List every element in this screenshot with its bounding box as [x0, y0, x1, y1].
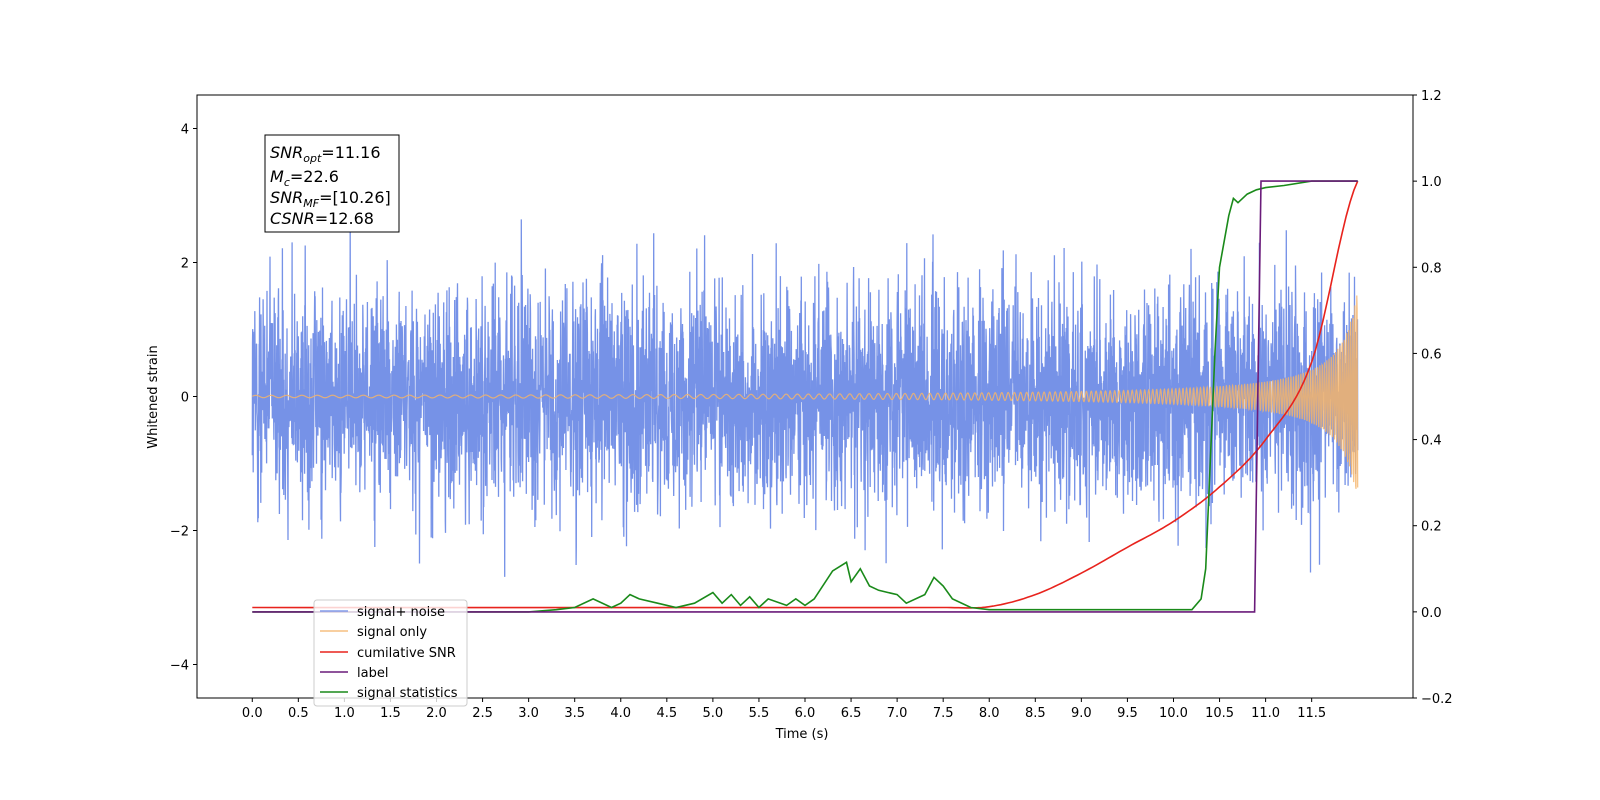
x-axis-label: Time (s): [775, 727, 829, 742]
x-tick-label: 1.0: [334, 706, 355, 721]
y-tick-label: 4: [181, 123, 189, 138]
x-tick-label: 8.0: [979, 706, 1000, 721]
annotation-mc: Mc=22.6: [270, 167, 339, 189]
x-tick-label: 5.5: [749, 706, 770, 721]
x-axis: 0.0 0.5 1.0 1.5 2.0 2.5 3.0 3.5 4.0 4.5 5.0 5.5 6.0 6…: [242, 698, 1326, 721]
x-tick-label: 6.5: [841, 706, 862, 721]
legend-label: signal+ noise: [357, 605, 445, 620]
legend-label: signal only: [357, 625, 427, 640]
annotation-snr-opt: SNRopt=11.16: [270, 143, 381, 165]
x-tick-label: 7.0: [887, 706, 908, 721]
x-tick-label: 4.0: [610, 706, 631, 721]
series-signal-only: [252, 295, 1359, 489]
x-tick-label: 0.0: [242, 706, 263, 721]
x-tick-label: 11.5: [1297, 706, 1326, 721]
x-tick-label: 10.5: [1205, 706, 1234, 721]
x-tick-label: 8.5: [1025, 706, 1046, 721]
annotation-csnr: CSNR=12.68: [270, 209, 374, 228]
x-tick-label: 4.5: [656, 706, 677, 721]
x-tick-label: 6.0: [795, 706, 816, 721]
y-tick-label: −2: [170, 525, 189, 540]
x-tick-label: 1.5: [380, 706, 401, 721]
x-tick-label: 5.0: [703, 706, 724, 721]
x-tick-label: 0.5: [288, 706, 309, 721]
series-signal-statistics: [252, 180, 1358, 613]
y2-tick-label: 0.8: [1421, 261, 1442, 276]
y2-tick-label: −0.2: [1421, 692, 1453, 707]
y2-tick-label: 0.4: [1421, 434, 1442, 449]
legend: signal+ noise signal only cumilative SNR la…: [313, 599, 468, 707]
x-tick-label: 2.5: [472, 706, 493, 721]
x-tick-label: 10.0: [1159, 706, 1188, 721]
y2-tick-label: 1.2: [1421, 89, 1442, 104]
series-label: [252, 180, 1358, 613]
y-tick-label: −4: [170, 659, 189, 674]
plot-area: [251, 180, 1359, 613]
y2-tick-label: 0.0: [1421, 606, 1442, 621]
y-axis-label: Whitened strain: [146, 345, 161, 448]
x-tick-label: 3.5: [564, 706, 585, 721]
annotation-snr-mf: SNRMF=[10.26]: [270, 188, 391, 210]
legend-label: label: [357, 666, 388, 681]
x-tick-label: 2.0: [426, 706, 447, 721]
y2-tick-label: 0.6: [1421, 347, 1442, 362]
x-tick-label: 7.5: [933, 706, 954, 721]
x-tick-label: 9.5: [1117, 706, 1138, 721]
y-tick-label: 0: [181, 391, 189, 406]
x-tick-label: 9.0: [1071, 706, 1092, 721]
x-tick-label: 3.0: [518, 706, 539, 721]
x-tick-label: 11.0: [1251, 706, 1280, 721]
y-axis-left: −4 −2 0 2 4: [170, 123, 197, 674]
y2-tick-label: 0.2: [1421, 520, 1442, 535]
y-tick-label: 2: [181, 257, 189, 272]
series-signal-noise: [251, 212, 1359, 577]
annotation-box: SNRopt=11.16 Mc=22.6 SNRMF=[10.26] CSNR=…: [264, 134, 400, 233]
legend-label: signal statistics: [357, 686, 458, 701]
legend-label: cumilative SNR: [357, 646, 456, 661]
y-axis-right: −0.2 0.0 0.2 0.4 0.6 0.8 1.0 1.2: [1413, 89, 1453, 707]
y2-tick-label: 1.0: [1421, 175, 1442, 190]
